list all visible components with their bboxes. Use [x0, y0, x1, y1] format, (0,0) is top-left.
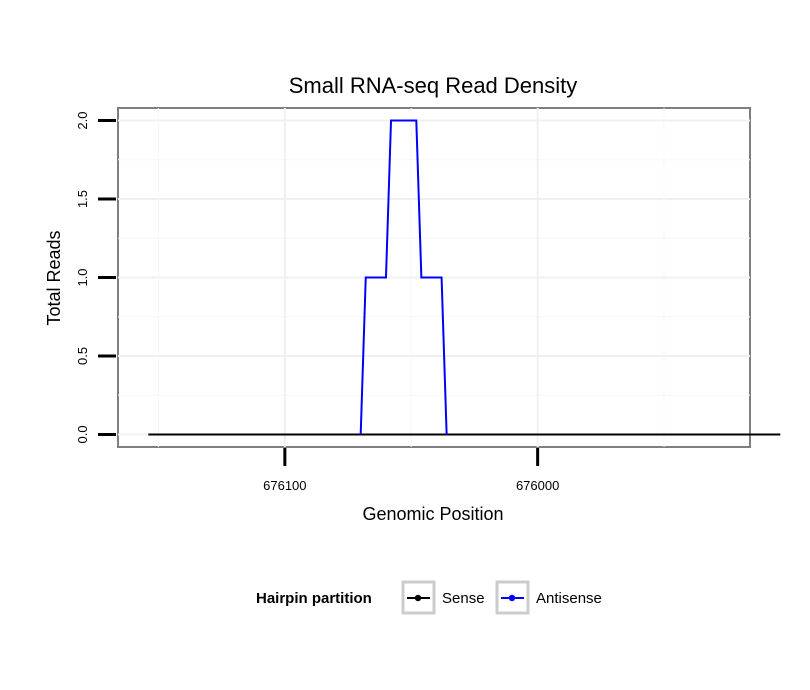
x-tick-label: 676000 [516, 478, 559, 493]
x-tick-label: 676100 [263, 478, 306, 493]
legend-entry-antisense: Antisense [495, 580, 602, 615]
legend-entry-sense: Sense [401, 580, 485, 615]
grid-lines [118, 108, 750, 447]
series-line-antisense [359, 119, 448, 435]
y-tick-label: 1.0 [75, 268, 90, 286]
y-tick-label: 2.0 [75, 112, 90, 130]
series-lines [148, 119, 781, 436]
legend: Hairpin partition Sense Antisense [256, 580, 602, 615]
x-axis-title: Genomic Position [362, 504, 503, 524]
legend-label-sense: Sense [442, 590, 485, 607]
legend-label-antisense: Antisense [536, 590, 602, 607]
y-tick-label: 0.5 [75, 347, 90, 365]
y-axis: 0.0 0.5 1.0 1.5 2.0 [75, 112, 116, 443]
legend-marker-sense [414, 594, 422, 602]
x-axis: 676100 676000 [263, 448, 559, 493]
chart-title: Small RNA-seq Read Density [289, 73, 578, 98]
y-axis-title: Total Reads [44, 230, 64, 325]
y-tick-label: 0.0 [75, 425, 90, 443]
y-tick-label: 1.5 [75, 190, 90, 208]
legend-title: Hairpin partition [256, 590, 372, 607]
legend-marker-antisense [508, 594, 516, 602]
